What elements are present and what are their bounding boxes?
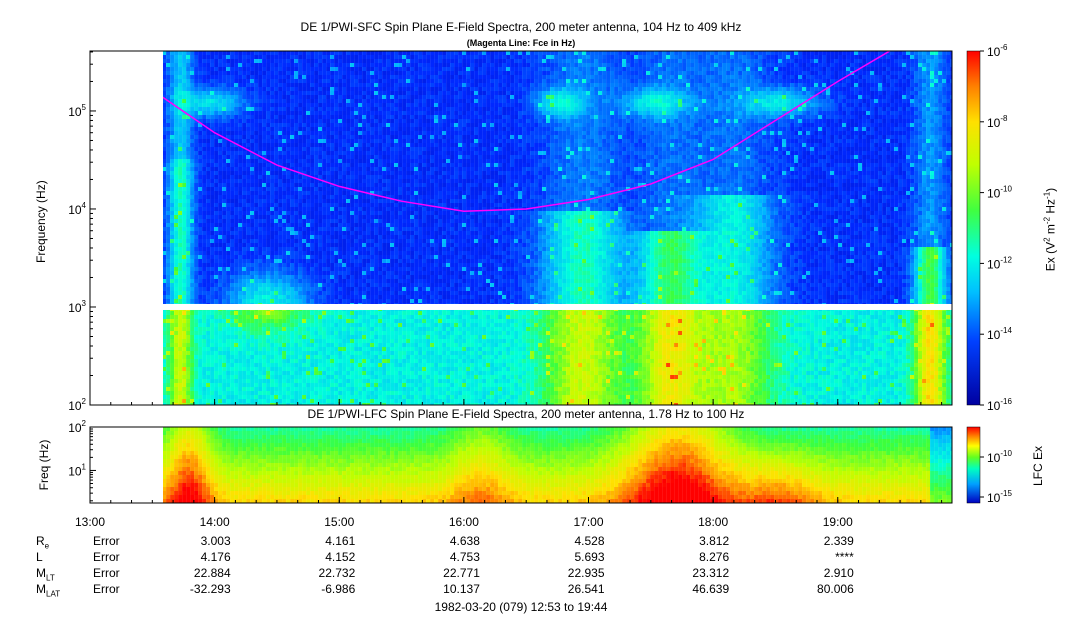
sfc-y-axis-label: Frequency (Hz) bbox=[34, 180, 48, 263]
sfc-colorbar bbox=[966, 50, 981, 406]
lfc-panel-title: DE 1/PWI-LFC Spin Plane E-Field Spectra,… bbox=[308, 407, 745, 421]
ephemeris-cell: Error bbox=[93, 534, 120, 548]
sfc-y-tick-label: 104 bbox=[68, 201, 86, 217]
axes: 102 103 104 105 101 102 13:00 14:00 15:00 16:00 17… bbox=[68, 50, 953, 529]
ephemeris-cell: 22.935 bbox=[568, 566, 605, 580]
ephemeris-cell: 26.541 bbox=[568, 582, 605, 596]
ephemeris-row-label: Re bbox=[36, 534, 49, 553]
x-tick-label: 13:00 bbox=[75, 515, 105, 529]
sfc-spectrogram bbox=[163, 51, 952, 405]
ephemeris-cell: 4.753 bbox=[450, 550, 480, 564]
ephemeris-row-label: MLT bbox=[36, 566, 55, 585]
sfc-panel-subtitle: (Magenta Line: Fce in Hz) bbox=[467, 36, 576, 50]
date-range-footer: 1982-03-20 (079) 12:53 to 19:44 bbox=[435, 600, 608, 614]
ephemeris-cell: 4.152 bbox=[325, 550, 355, 564]
sfc-y-tick-label: 105 bbox=[68, 103, 86, 119]
x-tick-label: 17:00 bbox=[573, 515, 603, 529]
lfc-y-axis-label: Freq (Hz) bbox=[37, 435, 51, 495]
ephemeris-cell: Error bbox=[93, 550, 120, 564]
ephemeris-cell: 3.812 bbox=[699, 534, 729, 548]
sfc-y-tick-label: 103 bbox=[68, 299, 86, 315]
ephemeris-row-label: L bbox=[36, 550, 43, 564]
ephemeris-cell: 4.176 bbox=[201, 550, 231, 564]
ephemeris-cell: 10.137 bbox=[443, 582, 480, 596]
sfc-colorbar-tick-label: 10-12 bbox=[987, 255, 1012, 271]
ephemeris-cell: **** bbox=[835, 550, 854, 564]
data-gap-band bbox=[163, 303, 952, 310]
ephemeris-cell: 4.161 bbox=[325, 534, 355, 548]
lfc-plot-frame bbox=[89, 426, 953, 504]
ephemeris-cell: 4.528 bbox=[574, 534, 604, 548]
sfc-colorbar-tick-label: 10-14 bbox=[987, 326, 1012, 342]
lfc-y-tick-label: 102 bbox=[68, 419, 86, 435]
ephemeris-cell: 5.693 bbox=[574, 550, 604, 564]
ephemeris-cell: 22.771 bbox=[443, 566, 480, 580]
sfc-colorbar-tick-label: 10-10 bbox=[987, 185, 1012, 201]
x-tick-label: 18:00 bbox=[698, 515, 728, 529]
colorbars: 10-6 10-8 10-10 10-12 10-14 10-16 10-10 10-15 bbox=[966, 43, 1012, 505]
x-tick-label: 16:00 bbox=[449, 515, 479, 529]
lfc-colorbar-tick-label: 10-15 bbox=[987, 489, 1012, 505]
ephemeris-cell: 46.639 bbox=[692, 582, 729, 596]
x-tick-label: 19:00 bbox=[823, 515, 853, 529]
ephemeris-cell: 4.638 bbox=[450, 534, 480, 548]
lfc-colorbar-tick-label: 10-10 bbox=[987, 449, 1012, 465]
ephemeris-cell: -6.986 bbox=[321, 582, 355, 596]
x-tick-label: 15:00 bbox=[324, 515, 354, 529]
ephemeris-cell: Error bbox=[93, 566, 120, 580]
sfc-colorbar-tick-label: 10-6 bbox=[987, 43, 1008, 59]
ephemeris-cell: 80.006 bbox=[817, 582, 854, 596]
fce-line bbox=[163, 51, 891, 212]
x-tick-label: 14:00 bbox=[200, 515, 230, 529]
ephemeris-row-label: MLAT bbox=[36, 582, 60, 601]
lfc-colorbar-label: LFC Ex bbox=[1031, 436, 1045, 496]
sfc-colorbar-label: Ex (V2 m-2 Hz-1) bbox=[1043, 160, 1058, 300]
sfc-colorbar-tick-label: 10-8 bbox=[987, 114, 1008, 130]
ephemeris-cell: 2.339 bbox=[824, 534, 854, 548]
sfc-colorbar-tick-label: 10-16 bbox=[987, 397, 1012, 413]
sfc-y-tick-label: 102 bbox=[68, 397, 86, 413]
lfc-spectrogram bbox=[163, 427, 952, 503]
lfc-y-tick-label: 101 bbox=[68, 462, 86, 478]
ephemeris-cell: -32.293 bbox=[190, 582, 231, 596]
ephemeris-cell: 23.312 bbox=[692, 566, 729, 580]
ephemeris-cell: Error bbox=[93, 582, 120, 596]
sfc-plot-frame bbox=[89, 50, 953, 406]
lfc-colorbar bbox=[966, 426, 981, 504]
ephemeris-cell: 2.910 bbox=[824, 566, 854, 580]
ephemeris-cell: 8.276 bbox=[699, 550, 729, 564]
ephemeris-cell: 22.732 bbox=[319, 566, 356, 580]
sfc-panel-title: DE 1/PWI-SFC Spin Plane E-Field Spectra,… bbox=[301, 20, 742, 34]
ephemeris-cell: 3.003 bbox=[201, 534, 231, 548]
ephemeris-cell: 22.884 bbox=[194, 566, 231, 580]
